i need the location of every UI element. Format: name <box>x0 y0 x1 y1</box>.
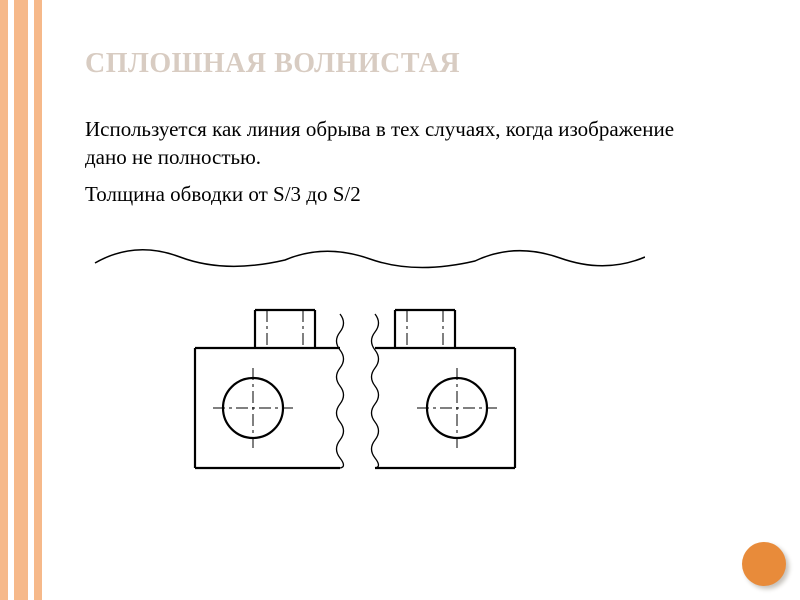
wavy-line-sample <box>85 235 645 275</box>
corner-decoration-circle <box>742 542 786 586</box>
stripe-bar <box>0 0 8 600</box>
diagram-area <box>85 235 645 488</box>
paragraph-2: Толщина обводки от S/3 до S/2 <box>85 180 685 208</box>
paragraph-1: Используется как линия обрыва в тех случ… <box>85 115 685 172</box>
slide-title: СПЛОШНАЯ ВОЛНИСТАЯ <box>85 48 460 80</box>
stripe-bar <box>14 0 28 600</box>
part-break-drawing <box>175 298 535 488</box>
left-accent-stripe <box>0 0 42 600</box>
stripe-bar <box>34 0 42 600</box>
